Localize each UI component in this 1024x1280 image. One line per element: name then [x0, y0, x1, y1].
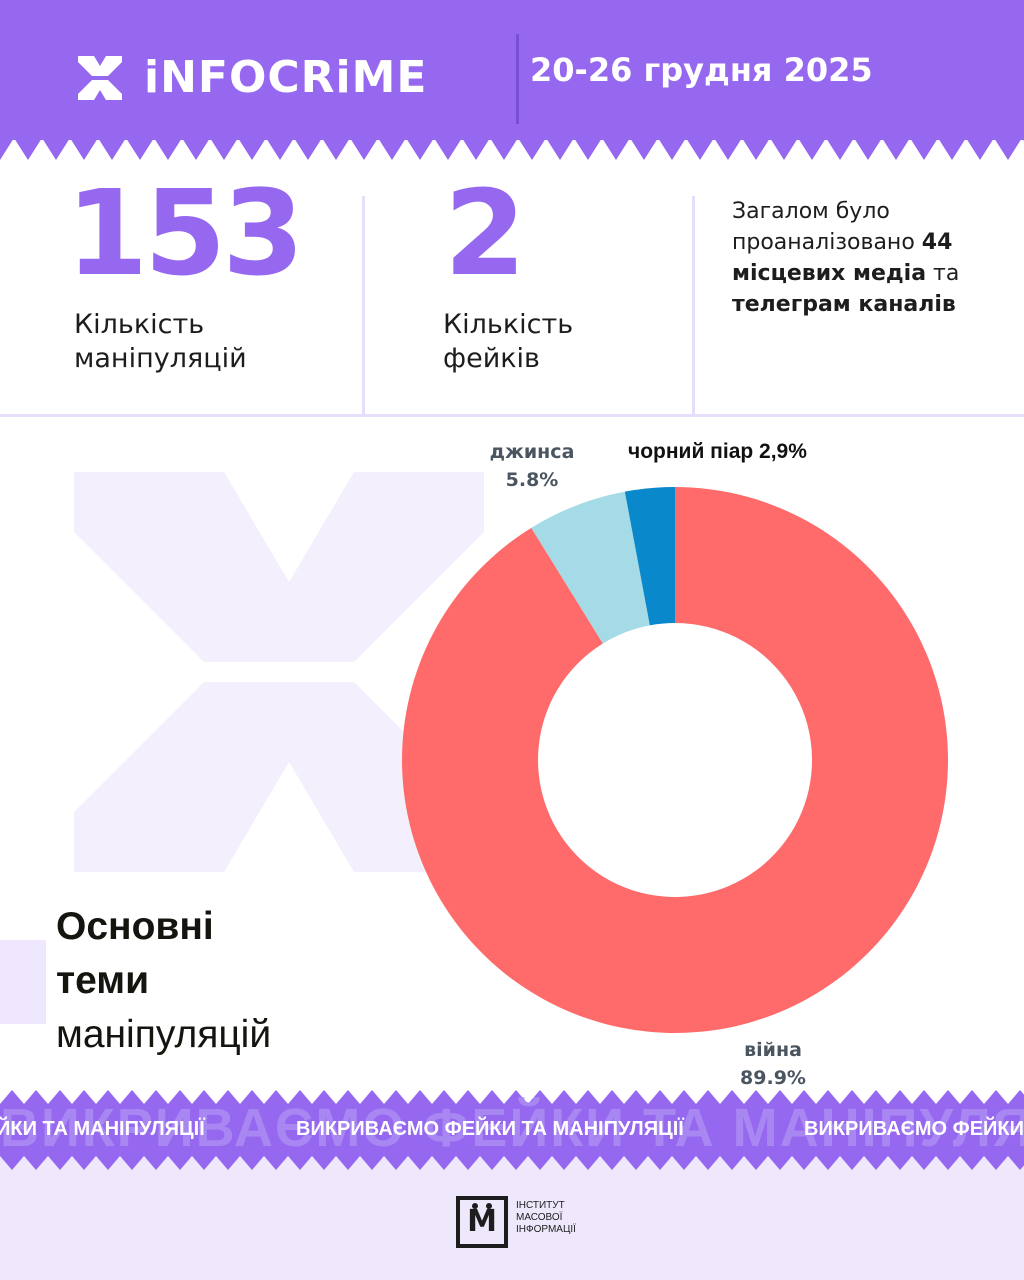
stats-divider	[692, 196, 695, 416]
donut-slice-black-pr	[624, 487, 675, 626]
ticker-ghost-text: ВИКРИВАЄМО ФЕЙКИ ТА МАНІПУЛЯЦІЇ	[0, 1098, 1024, 1158]
imi-logo-icon: М	[456, 1196, 508, 1248]
zigzag-border	[0, 1156, 1024, 1170]
stats-divider	[362, 196, 365, 416]
ticker-text: ВИКРИВАЄМО ФЕЙКИ ТА МАНІПУЛЯЦІЇ	[296, 1118, 684, 1140]
fakes-label: Кількість фейків	[443, 309, 574, 374]
footer	[0, 1170, 1024, 1280]
zigzag-border	[0, 138, 1024, 160]
date-range: 20-26 грудня 2025	[530, 51, 873, 89]
section-divider	[0, 414, 1024, 417]
ticker-text: ЙКИ ТА МАНІПУЛЯЦІЇ	[0, 1118, 205, 1140]
manipulations-label: Кількість маніпуляцій	[74, 309, 247, 374]
manipulations-count: 153	[66, 164, 304, 302]
brand-name: iNFOCRiME	[144, 52, 428, 103]
label-dzhynsa: джинса 5.8%	[489, 441, 575, 491]
imi-org-name: ІНСТИТУТ МАСОВОЇ ІНФОРМАЦІЇ	[516, 1200, 576, 1235]
fakes-count: 2	[444, 164, 527, 302]
header-divider	[516, 34, 519, 124]
side-accent	[0, 940, 46, 1024]
infocrime-logo-icon	[78, 56, 122, 100]
label-war: війна 89.9%	[740, 1039, 806, 1089]
donut-slice-dzhynsa	[531, 491, 650, 644]
watermark-logo-icon	[74, 472, 484, 872]
donut-slice-war	[401, 487, 948, 1033]
summary-text: Загалом було проаналізовано 44 місцевих м…	[732, 199, 960, 317]
label-black-pr: чорний піар 2,9%	[628, 440, 807, 463]
ticker-band: ВИКРИВАЄМО ФЕЙКИ ТА МАНІПУЛЯЦІЇ ЙКИ ТА М…	[0, 1090, 1024, 1170]
manipulation-topics-donut-chart	[401, 487, 948, 1033]
header-band: iNFOCRiME 20-26 грудня 2025	[0, 0, 1024, 140]
zigzag-border	[0, 1090, 1024, 1104]
section-heading: Основні теми маніпуляцій	[56, 905, 272, 1056]
ticker-text: ВИКРИВАЄМО ФЕЙКИ	[804, 1118, 1024, 1140]
imi-logo-dots-icon	[472, 1203, 492, 1209]
